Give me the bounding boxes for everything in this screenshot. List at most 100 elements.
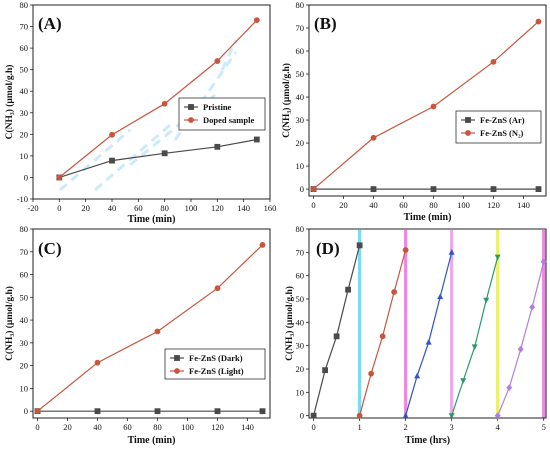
data-point [370, 134, 377, 141]
y-tick-label: 70 [20, 247, 29, 257]
data-point [535, 186, 542, 192]
x-tick-label: 2 [404, 422, 408, 432]
y-axis-label: C(NH₃) (µmol/g.h) [281, 63, 292, 138]
series-line [497, 261, 545, 416]
y-tick-label: 60 [20, 43, 29, 53]
series-line [37, 244, 263, 412]
y-tick-label: 40 [20, 315, 29, 325]
plot-frame [32, 228, 271, 419]
legend-box [164, 348, 266, 380]
plot-frame [308, 4, 547, 197]
data-point [430, 103, 437, 110]
y-tick-label: 30 [296, 115, 305, 125]
x-tick-label: 140 [241, 422, 254, 432]
x-axis-label: Time (min) [128, 435, 176, 446]
x-tick-label: 100 [185, 203, 198, 213]
series-line [313, 245, 361, 416]
x-tick-label: 0 [311, 200, 315, 210]
panel-c: 0 20 40 60 80 100 120 140 0 10 20 30 40 50 60 70 80 Time … [4, 224, 271, 446]
series-fe-zns-dark- [34, 408, 266, 415]
series-line [451, 256, 499, 416]
panel-label: (B) [314, 14, 337, 33]
x-tick-label: 100 [457, 200, 470, 210]
y-tick-label: 50 [296, 69, 305, 79]
data-point [540, 258, 547, 265]
y-tick-label: 80 [20, 0, 29, 10]
plot-frame [308, 228, 547, 419]
legend: Fe-ZnS (Dark) Fe-ZnS (Light) [164, 348, 266, 380]
legend-label: Doped sample [203, 115, 254, 125]
x-tick-label: 20 [339, 200, 348, 210]
y-tick-label: 10 [20, 383, 29, 393]
x-tick-label: 4 [496, 422, 501, 432]
y-tick-label: 50 [20, 65, 29, 75]
data-point [161, 100, 168, 107]
data-point [94, 359, 101, 366]
data-point [368, 370, 375, 377]
series-cycle-2 [356, 247, 409, 419]
data-point [402, 412, 409, 419]
highlight-band [404, 230, 408, 418]
data-point [322, 367, 329, 374]
data-point [214, 143, 221, 150]
data-point [379, 333, 386, 340]
data-point [154, 328, 161, 335]
y-tick-label: 50 [296, 294, 305, 304]
y-axis-label: C(NH₃) (µmol/g.h) [4, 65, 15, 140]
data-point [259, 242, 266, 248]
panel-label: (C) [38, 239, 62, 258]
data-point [529, 303, 536, 311]
y-tick-label: 30 [296, 341, 305, 351]
data-point [356, 412, 363, 419]
x-tick-label: 120 [211, 203, 224, 213]
y-tick-label: 10 [296, 387, 305, 397]
legend-swatch-marker [188, 104, 194, 110]
y-tick-label: 20 [20, 361, 29, 371]
y-tick-label: 0 [24, 406, 28, 416]
x-tick-label: 5 [542, 422, 546, 432]
data-point [494, 412, 501, 419]
legend-label: Fe-ZnS (Ar) [480, 115, 525, 125]
data-point [109, 131, 115, 138]
chart-root: -20 0 20 40 60 80 100 120 140 160-100102030405060… [4, 0, 547, 446]
y-tick-label: 60 [20, 270, 29, 280]
data-point [310, 412, 317, 419]
data-point [490, 186, 497, 192]
series-fe-zns-light- [34, 242, 266, 415]
x-tick-label: 0 [57, 203, 61, 213]
data-point [259, 408, 266, 415]
legend-swatch-marker [188, 117, 194, 123]
x-tick-label: 60 [123, 422, 132, 432]
series-cycle-3 [402, 249, 455, 419]
data-point [370, 186, 377, 192]
data-point [471, 344, 478, 351]
y-tick-label: 70 [296, 247, 305, 257]
legend-box [455, 110, 542, 144]
data-point [109, 157, 115, 164]
legend-swatch-marker [465, 130, 471, 136]
data-point [214, 285, 221, 292]
series-fe-zns-ar- [310, 186, 542, 192]
x-axis-label: Time (min) [128, 214, 176, 225]
data-point [345, 286, 352, 293]
y-tick-label: 40 [296, 92, 305, 102]
data-point [506, 384, 513, 391]
x-tick-label: 60 [399, 200, 408, 210]
x-tick-label: 1 [357, 422, 361, 432]
series-fe-zns-n- [310, 18, 542, 192]
data-point [483, 297, 490, 304]
data-point [253, 17, 260, 23]
series-line [313, 21, 539, 190]
y-tick-label: 80 [296, 224, 305, 234]
y-axis-label: C(NH₃) (µmol/g.h) [4, 286, 15, 361]
y-tick-label: 20 [20, 129, 29, 139]
data-point [154, 408, 161, 415]
y-tick-label: 20 [296, 364, 305, 374]
series-cycle-5 [494, 258, 547, 419]
data-point [356, 242, 363, 249]
panel-label: (D) [316, 239, 340, 258]
data-point [391, 289, 398, 295]
data-point [253, 136, 260, 143]
legend-label: Pristine [203, 102, 232, 112]
